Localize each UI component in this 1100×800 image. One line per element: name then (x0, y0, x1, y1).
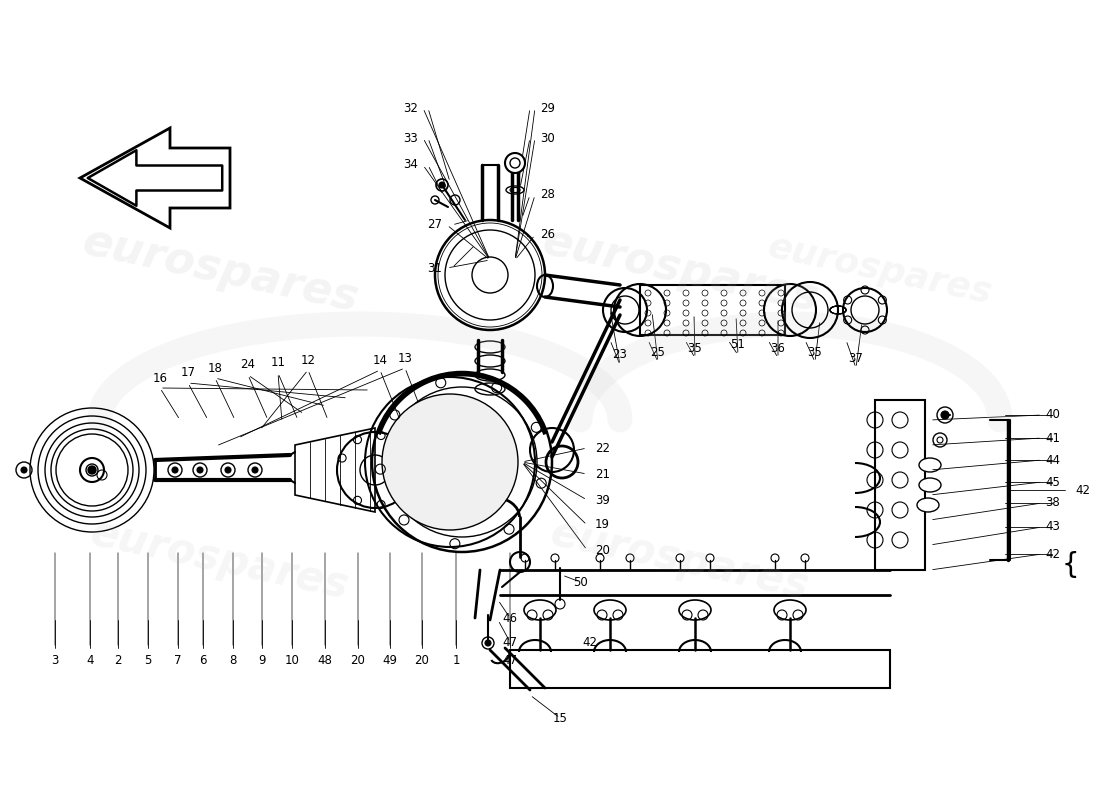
Text: 28: 28 (540, 189, 554, 202)
Text: 24: 24 (241, 358, 255, 371)
Ellipse shape (918, 458, 940, 472)
Circle shape (172, 467, 178, 473)
Text: 43: 43 (1045, 521, 1060, 534)
Circle shape (382, 394, 518, 530)
Ellipse shape (917, 498, 939, 512)
Circle shape (485, 640, 491, 646)
Text: 12: 12 (300, 354, 316, 366)
Text: 46: 46 (503, 611, 517, 625)
Text: 30: 30 (540, 131, 554, 145)
Text: 16: 16 (153, 371, 167, 385)
Text: 6: 6 (199, 654, 207, 666)
Text: 11: 11 (271, 357, 286, 370)
Text: 19: 19 (595, 518, 610, 531)
Text: 27: 27 (427, 218, 442, 231)
Text: 4: 4 (86, 654, 94, 666)
Text: eurospares: eurospares (87, 512, 353, 608)
Ellipse shape (774, 600, 806, 620)
Text: 26: 26 (540, 229, 556, 242)
Circle shape (86, 464, 98, 476)
Text: 20: 20 (415, 654, 429, 666)
Circle shape (439, 182, 446, 188)
Bar (874, 400, 925, 570)
Text: {: { (1062, 551, 1079, 579)
Text: 17: 17 (180, 366, 196, 379)
Text: 33: 33 (404, 131, 418, 145)
Text: 25: 25 (650, 346, 666, 358)
Text: 42: 42 (1075, 483, 1090, 497)
Text: eurospares: eurospares (547, 512, 813, 608)
Ellipse shape (594, 600, 626, 620)
Text: 44: 44 (1045, 454, 1060, 466)
Text: 35: 35 (807, 346, 823, 358)
Text: 35: 35 (688, 342, 703, 354)
Text: eurospares: eurospares (764, 230, 996, 310)
Text: eurospares: eurospares (78, 220, 362, 320)
Text: 7: 7 (174, 654, 182, 666)
Ellipse shape (524, 600, 556, 620)
Text: 20: 20 (351, 654, 365, 666)
Circle shape (197, 467, 204, 473)
Circle shape (21, 467, 28, 473)
Text: 42: 42 (1045, 547, 1060, 561)
Text: 2: 2 (114, 654, 122, 666)
Text: 34: 34 (403, 158, 418, 171)
Ellipse shape (679, 600, 711, 620)
Text: 50: 50 (573, 575, 587, 589)
Text: 37: 37 (848, 351, 864, 365)
Text: 23: 23 (613, 349, 627, 362)
Text: 8: 8 (229, 654, 236, 666)
Text: 3: 3 (52, 654, 58, 666)
Text: 47: 47 (503, 654, 517, 666)
Text: 51: 51 (730, 338, 746, 351)
Circle shape (252, 467, 258, 473)
Text: 20: 20 (595, 543, 609, 557)
Text: 36: 36 (771, 342, 785, 354)
Text: 49: 49 (383, 654, 397, 666)
Text: 18: 18 (208, 362, 222, 374)
Text: 47: 47 (503, 635, 517, 649)
Text: 22: 22 (595, 442, 610, 454)
Ellipse shape (918, 478, 940, 492)
Text: 14: 14 (373, 354, 387, 366)
Text: 9: 9 (258, 654, 266, 666)
Text: 29: 29 (540, 102, 556, 114)
Text: 21: 21 (595, 467, 610, 481)
Text: 32: 32 (403, 102, 418, 114)
Text: 48: 48 (318, 654, 332, 666)
Text: 42: 42 (583, 635, 597, 649)
Text: 40: 40 (1045, 409, 1060, 422)
Text: eurospares: eurospares (538, 220, 822, 320)
Text: 39: 39 (595, 494, 609, 506)
Text: 1: 1 (452, 654, 460, 666)
Text: 45: 45 (1045, 475, 1060, 489)
Polygon shape (295, 428, 375, 512)
Circle shape (226, 467, 231, 473)
Bar (640, 285, 785, 335)
Text: 15: 15 (552, 711, 568, 725)
Text: 31: 31 (427, 262, 442, 274)
Circle shape (88, 466, 96, 474)
Bar (510, 650, 890, 688)
Circle shape (505, 153, 525, 173)
Text: 10: 10 (285, 654, 299, 666)
Circle shape (940, 411, 949, 419)
Text: 41: 41 (1045, 431, 1060, 445)
Text: 13: 13 (397, 351, 412, 365)
Text: 38: 38 (1045, 497, 1060, 510)
Text: 5: 5 (144, 654, 152, 666)
